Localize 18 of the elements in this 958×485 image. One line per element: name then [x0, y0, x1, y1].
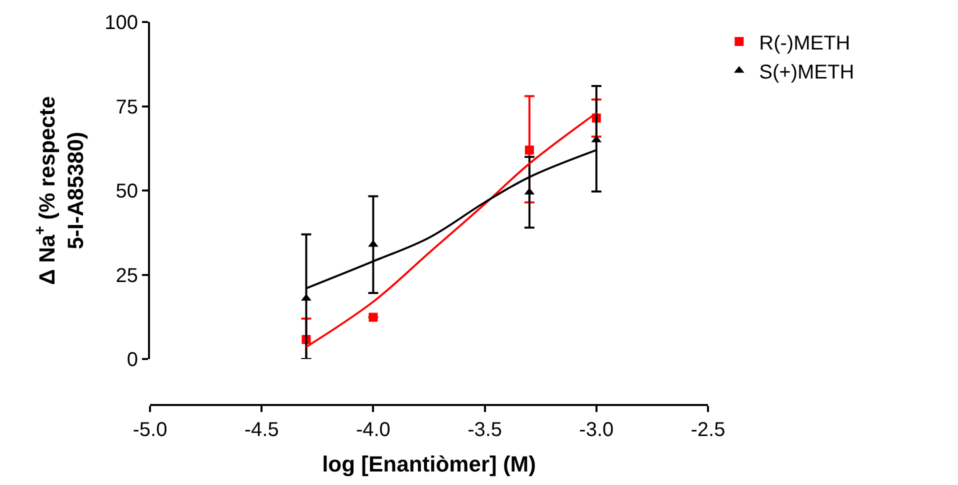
legend-label: S(+)METH [759, 61, 854, 84]
y-tick-label: 100 [104, 12, 138, 34]
x-tick-label: -5.0 [132, 419, 168, 441]
x-tick-label: -2.5 [690, 419, 726, 441]
y-tick-label: 25 [116, 264, 138, 287]
point [301, 294, 312, 301]
x-tick-label: -4.0 [356, 419, 390, 441]
x-tick-label: -3.5 [468, 419, 502, 441]
x-tick-label: -4.5 [244, 419, 279, 441]
point [368, 240, 378, 247]
y-tick-label: 0 [126, 349, 138, 372]
y-tick-label: 50 [116, 180, 138, 203]
legend-label: R(-)METH [759, 32, 850, 54]
point [368, 312, 378, 322]
point [524, 146, 534, 155]
x-axis-title: log [Enantiòmer] (M) [322, 451, 536, 476]
x-tick-label: -3.0 [579, 419, 614, 441]
y-tick-label: 75 [116, 96, 138, 118]
